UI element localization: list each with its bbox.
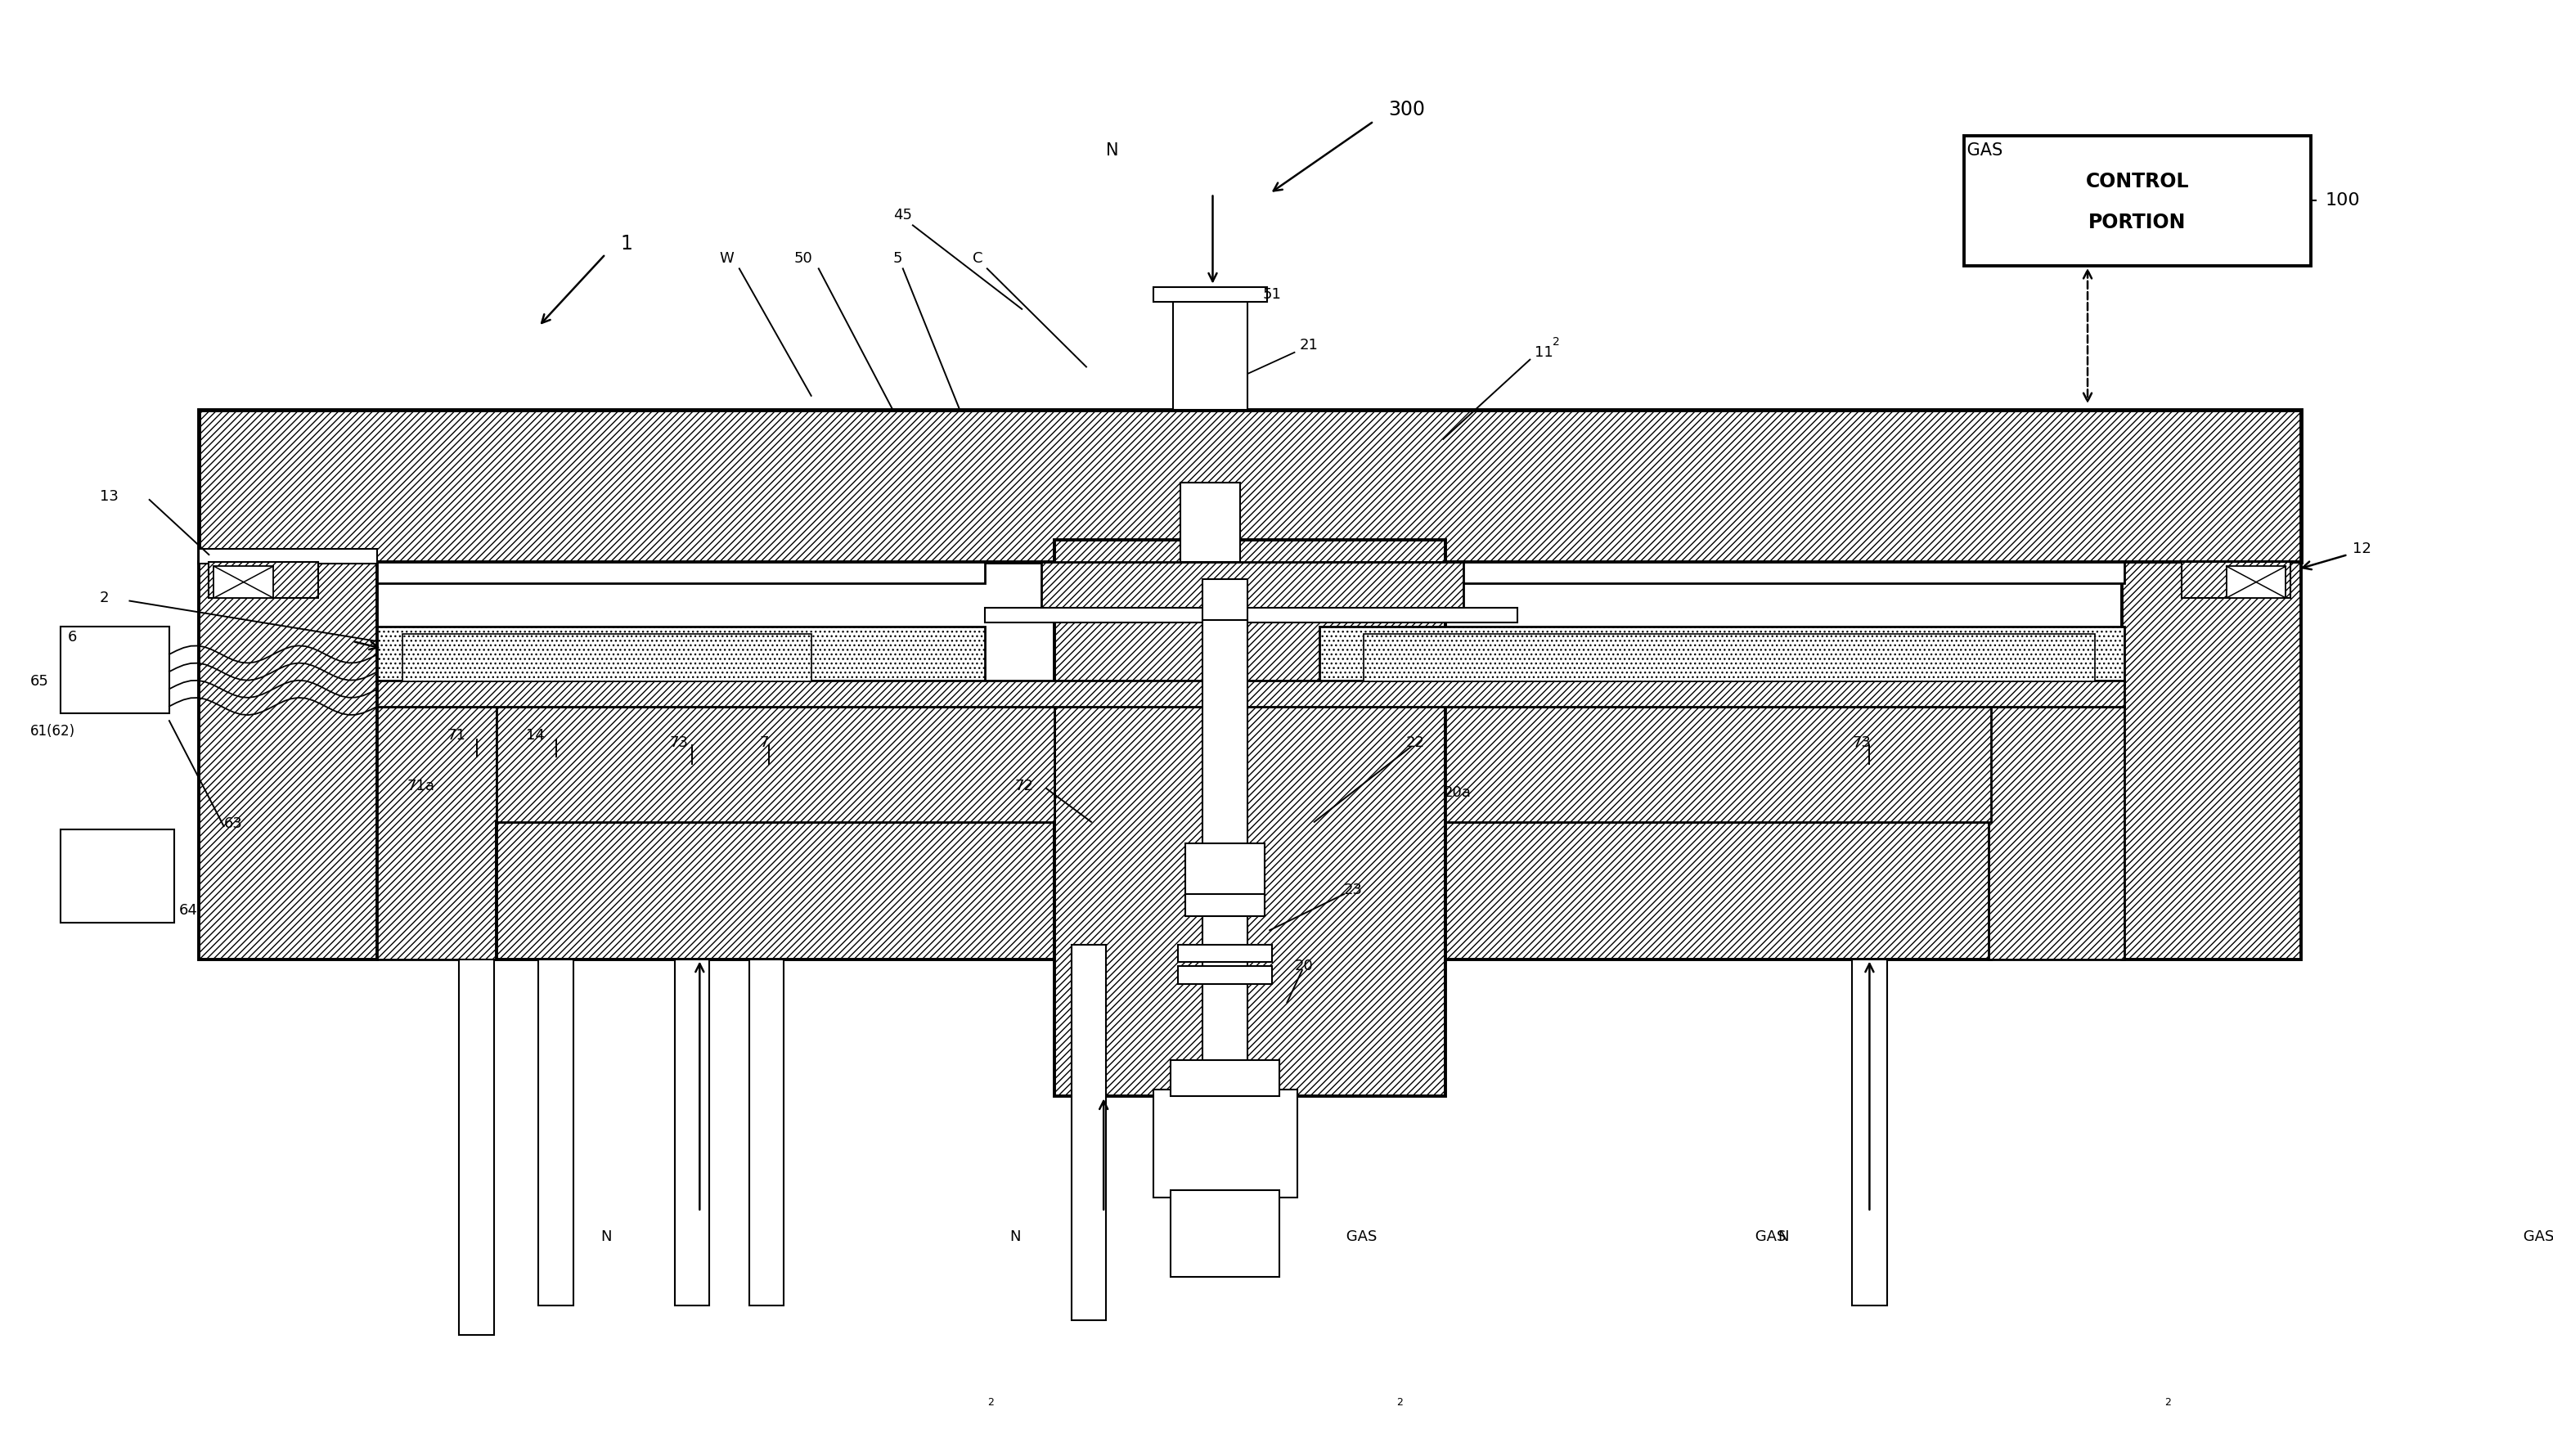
Text: 51: 51 — [1261, 287, 1282, 301]
Bar — [1172, 1191, 1279, 1277]
Bar — [1172, 1060, 1279, 1096]
Text: 20a: 20a — [1442, 786, 1471, 801]
Text: 6: 6 — [66, 629, 77, 645]
Bar — [209, 562, 319, 598]
Bar — [378, 680, 2124, 706]
Bar — [2183, 562, 2290, 598]
Bar — [1320, 628, 2124, 684]
Bar — [1177, 945, 1271, 962]
Bar — [1185, 843, 1264, 901]
Text: N: N — [1777, 1229, 1790, 1243]
Bar — [748, 960, 784, 1306]
Text: 21: 21 — [1299, 338, 1317, 352]
Text: 12: 12 — [2354, 542, 2372, 556]
Text: N: N — [1105, 143, 1118, 159]
Text: W: W — [720, 250, 735, 266]
Text: 13: 13 — [100, 489, 117, 504]
Text: 7: 7 — [758, 735, 768, 750]
Text: 100: 100 — [2326, 192, 2362, 208]
Text: 5: 5 — [894, 250, 901, 266]
Text: 23: 23 — [1343, 882, 1363, 897]
Bar — [1851, 960, 1887, 1306]
Text: N: N — [600, 1229, 613, 1243]
Bar — [2122, 562, 2300, 960]
Bar — [199, 549, 378, 563]
Bar — [1363, 635, 2096, 681]
Bar — [674, 960, 710, 1306]
Text: 2: 2 — [1552, 336, 1560, 348]
Text: GAS: GAS — [2520, 1229, 2553, 1243]
Bar — [1154, 1089, 1297, 1197]
Text: 2: 2 — [988, 1398, 993, 1408]
Bar — [495, 706, 1054, 821]
Text: 50: 50 — [794, 250, 812, 266]
Bar — [214, 566, 273, 598]
Bar — [1320, 562, 2124, 584]
Bar — [539, 960, 574, 1306]
Text: 1: 1 — [620, 234, 633, 253]
Bar — [1185, 894, 1264, 916]
Text: 61(62): 61(62) — [31, 724, 77, 738]
Bar — [495, 821, 1054, 960]
Text: 20: 20 — [1294, 960, 1312, 974]
Bar — [199, 562, 378, 960]
Bar — [61, 628, 168, 713]
Text: PORTION: PORTION — [2088, 213, 2185, 232]
Bar — [1172, 294, 1248, 411]
Bar — [1179, 482, 1241, 562]
Text: 65: 65 — [31, 674, 49, 689]
Text: GAS: GAS — [1961, 143, 2002, 159]
Text: 64: 64 — [179, 903, 199, 917]
Bar — [1202, 579, 1248, 623]
Bar — [2226, 566, 2285, 598]
Text: 73: 73 — [1851, 735, 1871, 750]
Bar — [1445, 706, 1991, 821]
Text: 2: 2 — [1396, 1398, 1402, 1408]
Text: 71a: 71a — [406, 779, 434, 794]
Bar — [1154, 287, 1266, 301]
Bar — [1963, 135, 2310, 265]
Text: 2: 2 — [100, 591, 110, 606]
Text: 71: 71 — [447, 728, 465, 743]
Text: N: N — [1008, 1229, 1021, 1243]
Bar — [378, 562, 985, 584]
Bar — [61, 828, 174, 923]
Text: GAS: GAS — [1751, 1229, 1787, 1243]
Bar — [1989, 706, 2124, 960]
Bar — [1072, 945, 1105, 1321]
Bar — [403, 635, 812, 681]
Text: GAS: GAS — [1340, 1229, 1376, 1243]
Bar — [1054, 540, 1445, 1096]
Bar — [1445, 821, 1991, 960]
Bar — [378, 628, 985, 684]
Text: C: C — [973, 250, 983, 266]
Text: CONTROL: CONTROL — [2086, 172, 2188, 192]
Text: 11: 11 — [1534, 345, 1552, 360]
Text: 22: 22 — [1407, 735, 1425, 750]
Text: 63: 63 — [225, 815, 243, 831]
Text: 300: 300 — [1389, 100, 1425, 119]
Text: 72: 72 — [1014, 779, 1034, 794]
Text: 2: 2 — [2165, 1398, 2170, 1408]
Bar — [985, 609, 1516, 623]
Text: 73: 73 — [669, 735, 689, 750]
Bar — [378, 706, 495, 960]
Bar — [1177, 967, 1271, 984]
Bar — [199, 411, 2300, 562]
Bar — [1202, 620, 1248, 1096]
Bar — [1042, 562, 1463, 613]
Text: 45: 45 — [894, 208, 911, 223]
Bar — [460, 960, 493, 1335]
Text: 14: 14 — [526, 728, 544, 743]
